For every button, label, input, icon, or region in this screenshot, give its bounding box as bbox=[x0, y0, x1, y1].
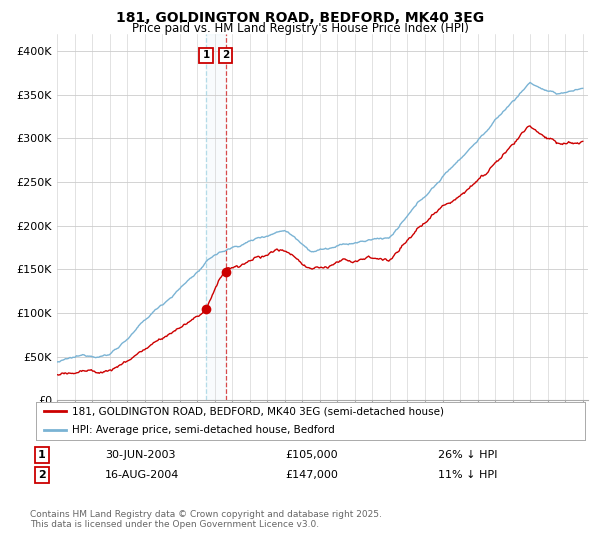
Text: 26% ↓ HPI: 26% ↓ HPI bbox=[438, 450, 497, 460]
Text: £147,000: £147,000 bbox=[286, 470, 338, 480]
Text: 181, GOLDINGTON ROAD, BEDFORD, MK40 3EG: 181, GOLDINGTON ROAD, BEDFORD, MK40 3EG bbox=[116, 11, 484, 25]
Text: Price paid vs. HM Land Registry's House Price Index (HPI): Price paid vs. HM Land Registry's House … bbox=[131, 22, 469, 35]
Text: Contains HM Land Registry data © Crown copyright and database right 2025.
This d: Contains HM Land Registry data © Crown c… bbox=[30, 510, 382, 529]
Text: 16-AUG-2004: 16-AUG-2004 bbox=[105, 470, 179, 480]
Text: 30-JUN-2003: 30-JUN-2003 bbox=[105, 450, 176, 460]
Text: 11% ↓ HPI: 11% ↓ HPI bbox=[438, 470, 497, 480]
Text: £105,000: £105,000 bbox=[286, 450, 338, 460]
Bar bbox=[206, 34, 226, 400]
Text: 2: 2 bbox=[222, 50, 229, 60]
Text: HPI: Average price, semi-detached house, Bedford: HPI: Average price, semi-detached house,… bbox=[71, 425, 334, 435]
Text: 2: 2 bbox=[38, 470, 46, 480]
Text: 1: 1 bbox=[202, 50, 209, 60]
Text: 1: 1 bbox=[38, 450, 46, 460]
Text: 181, GOLDINGTON ROAD, BEDFORD, MK40 3EG (semi-detached house): 181, GOLDINGTON ROAD, BEDFORD, MK40 3EG … bbox=[71, 406, 443, 416]
